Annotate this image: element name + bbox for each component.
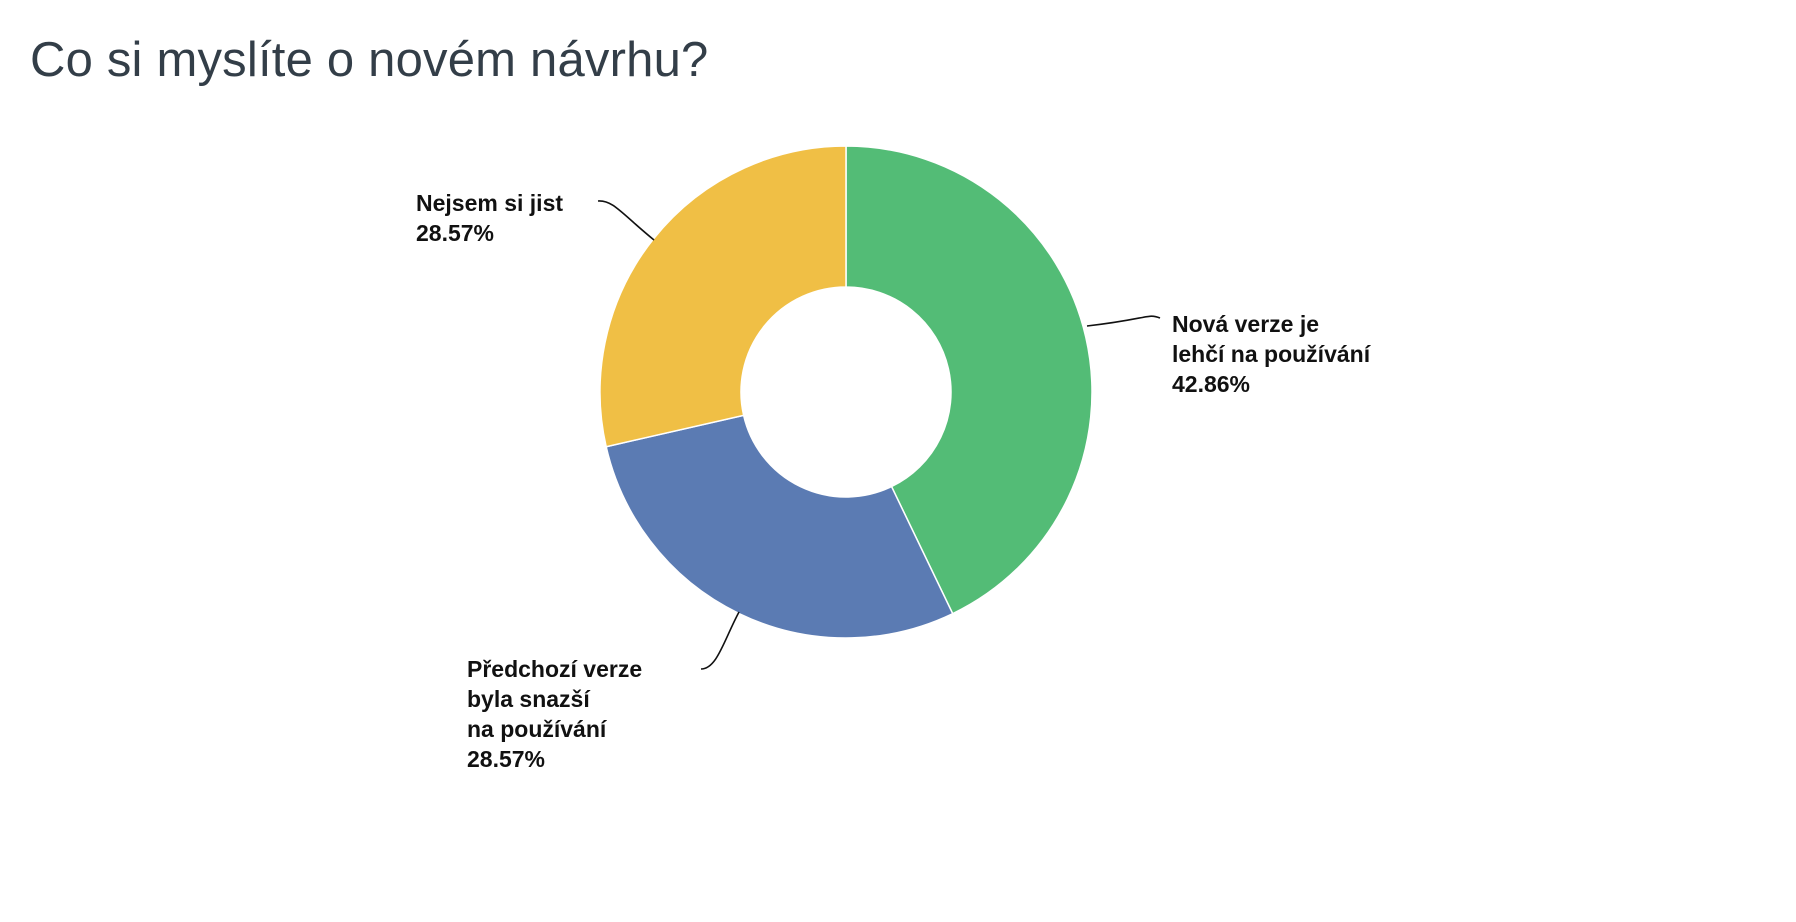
slice-label-2: Nejsem si jist 28.57% [416, 190, 563, 246]
leader-line-0 [1086, 315, 1161, 327]
donut-slice-2 [599, 145, 847, 448]
slice-label-line-1-1: byla snazší [467, 686, 591, 712]
slice-label-line-0-1: lehčí na používání [1172, 341, 1372, 367]
leader-line-1 [700, 611, 740, 670]
slice-label-1: Předchozí verze byla snazší na používání 28… [467, 656, 642, 772]
slice-label-line-1-2: na používání [467, 716, 608, 742]
slice-value-label-2: 28.57% [416, 220, 494, 246]
donut-slice-1 [605, 414, 954, 639]
chart-title: Co si myslíte o novém návrhu? [30, 33, 709, 87]
slice-label-line-0-0: Nová verze je [1172, 311, 1319, 337]
slice-label-line-2-0: Nejsem si jist [416, 190, 563, 216]
donut-slices [599, 145, 1093, 639]
leader-lines [597, 200, 1161, 670]
slice-label-0: Nová verze je lehčí na používání 42.86% [1172, 311, 1372, 397]
slice-label-line-1-0: Předchozí verze [467, 656, 642, 682]
slice-value-label-1: 28.57% [467, 746, 545, 772]
donut-slice-0 [845, 145, 1093, 615]
leader-line-2 [597, 200, 655, 241]
slice-value-label-0: 42.86% [1172, 371, 1250, 397]
slice-labels: Nová verze je lehčí na používání 42.86% Pře… [416, 190, 1372, 772]
